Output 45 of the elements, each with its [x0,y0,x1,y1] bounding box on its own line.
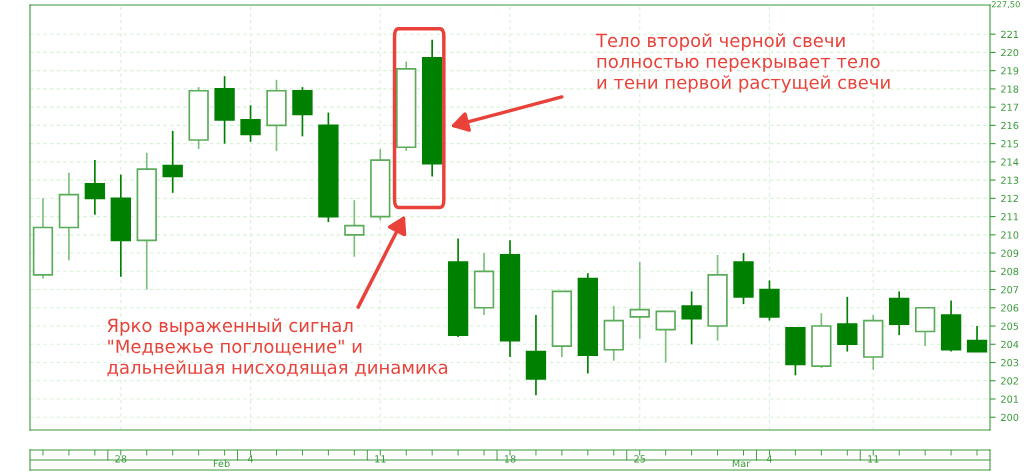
x-tick-label: 11 [375,455,386,463]
x-tick-label: 18 [504,455,516,463]
candlestick [84,159,106,216]
y-tick-label: 211 [1001,213,1019,221]
y-tick-label: 201 [1001,395,1019,403]
candlestick [681,290,702,346]
y-tick-label: 203 [1001,358,1019,367]
candlestick [292,86,313,138]
y-tick-label: 210 [1001,231,1019,239]
x-tick-label: 4 [766,455,773,463]
text: Feb [213,459,230,468]
y-tick-label: 215 [1001,140,1019,148]
y-tick-label: 218 [1001,85,1019,93]
x-tick-label: 28 [115,455,127,463]
candlestick [966,325,988,353]
y-tick-label: 206 [1001,304,1019,312]
y-tick-label: 213 [1001,176,1019,184]
y-tick-label: 207 [1001,286,1019,294]
text: Mar [732,459,751,468]
y-tick-label: 204 [1001,340,1019,349]
candlestick [240,104,261,143]
y-tick-label: 219 [1001,67,1019,75]
annotation: Тело второй черной свечи полностью перекрывает тело и тени первой растущей свечи [595,33,890,93]
x-tick-label: 4 [247,455,254,463]
candlestick [837,296,858,353]
y-tick-label: 200 [1001,413,1019,422]
y-tick-label: 221 [1001,30,1019,38]
y-tick-label: 220 [1001,48,1019,57]
candlestick [162,130,183,194]
candlestick [655,310,676,364]
text: 227,50 [991,1,1020,9]
y-tick-label: 202 [1001,377,1018,385]
y-tick-label: 216 [1001,121,1019,130]
y-tick-label: 212 [1001,194,1018,203]
x-tick-label: 11 [868,455,879,463]
y-tick-label: 217 [1001,103,1019,111]
y-tick-label: 205 [1001,322,1019,330]
y-tick-label: 214 [1001,158,1019,166]
x-tick-label: 25 [634,455,646,463]
candlestick [629,261,650,340]
candlestick [344,199,365,258]
y-tick-label: 209 [1001,249,1019,257]
y-tick-label: 208 [1001,267,1019,276]
candlestick [914,306,936,347]
annotation: Ярко выраженный сигнал "Медвежье поглощение" и дальнейшая нисходящая динамика [107,318,448,377]
